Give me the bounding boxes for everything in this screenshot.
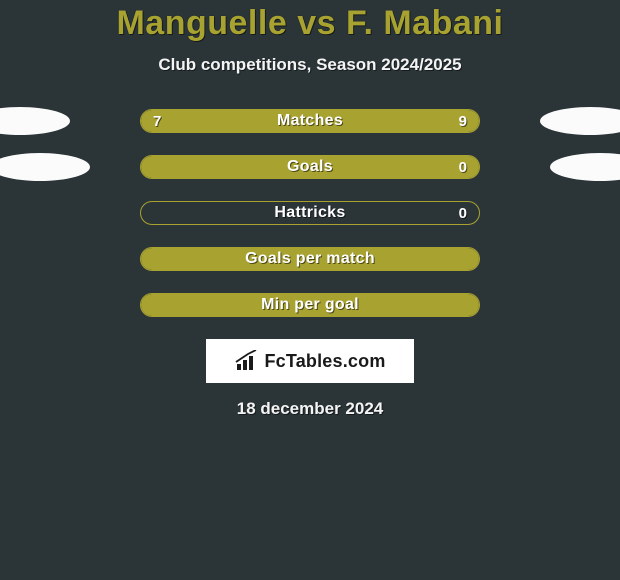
vs-text: vs	[297, 4, 336, 42]
bar-fill-left	[141, 110, 289, 132]
player1-marker	[0, 153, 90, 181]
player1-name: Manguelle	[116, 4, 287, 42]
stat-row: 79Matches	[0, 109, 620, 133]
logo-text: FcTables.com	[264, 351, 385, 372]
stat-bar: 0Goals	[140, 155, 480, 179]
bar-fill	[141, 294, 479, 316]
logo-box: FcTables.com	[206, 339, 414, 383]
subtitle: Club competitions, Season 2024/2025	[0, 55, 620, 75]
stat-rows: 79Matches 0Goals 0Hattricks Goals per match…	[0, 109, 620, 317]
bar-fill-right	[289, 110, 479, 132]
page-title: Manguelle vs F. Mabani	[0, 4, 620, 43]
stat-row: 0Hattricks	[0, 201, 620, 225]
stat-row: 0Goals	[0, 155, 620, 179]
player2-marker	[540, 107, 620, 135]
player2-name: F. Mabani	[346, 4, 504, 42]
stat-bar: 79Matches	[140, 109, 480, 133]
comparison-infographic: Manguelle vs F. Mabani Club competitions…	[0, 0, 620, 419]
stat-label: Hattricks	[141, 202, 479, 224]
date-line: 18 december 2024	[0, 399, 620, 419]
stat-bar: Goals per match	[140, 247, 480, 271]
bar-fill-left	[141, 156, 479, 178]
bar-fill	[141, 248, 479, 270]
player2-marker	[550, 153, 620, 181]
stat-bar: 0Hattricks	[140, 201, 480, 225]
stat-bar: Min per goal	[140, 293, 480, 317]
bar-chart-icon	[234, 350, 260, 372]
stat-value-right: 0	[459, 202, 467, 224]
stat-row: Min per goal	[0, 293, 620, 317]
player1-marker	[0, 107, 70, 135]
stat-row: Goals per match	[0, 247, 620, 271]
